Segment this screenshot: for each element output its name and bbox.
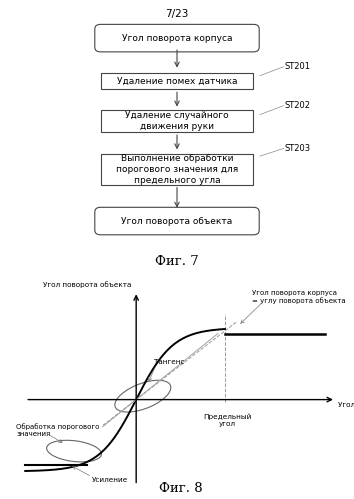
Text: Удаление случайного
движения руки: Удаление случайного движения руки: [125, 111, 229, 131]
Text: ST202: ST202: [285, 101, 311, 110]
Text: Усиление: Усиление: [92, 477, 128, 483]
FancyBboxPatch shape: [95, 24, 259, 52]
Text: Угол поворота корпуса: Угол поворота корпуса: [122, 33, 232, 42]
Text: Фиг. 8: Фиг. 8: [159, 483, 202, 496]
Text: Предельный
угол: Предельный угол: [203, 413, 251, 427]
Text: Угол поворота корпуса
= углу поворота объекта: Угол поворота корпуса = углу поворота об…: [252, 289, 345, 303]
Text: Выполнение обработки
порогового значения для
предельного угла: Выполнение обработки порогового значения…: [116, 154, 238, 185]
Text: ST203: ST203: [285, 144, 311, 153]
FancyBboxPatch shape: [101, 154, 253, 185]
Text: Угол поворота объекта: Угол поворота объекта: [121, 217, 233, 226]
FancyBboxPatch shape: [101, 110, 253, 132]
Text: Угол поворота объекта: Угол поворота объекта: [43, 281, 132, 288]
FancyBboxPatch shape: [101, 72, 253, 89]
FancyBboxPatch shape: [95, 207, 259, 235]
Text: Фиг. 7: Фиг. 7: [155, 255, 199, 268]
Text: 7/23: 7/23: [165, 9, 189, 19]
Text: Тангенс: Тангенс: [154, 359, 184, 365]
Text: ST201: ST201: [285, 62, 311, 71]
Text: Обработка порогового
значения: Обработка порогового значения: [16, 424, 100, 438]
Text: Удаление помех датчика: Удаление помех датчика: [117, 76, 237, 85]
Text: Угол поворота корпуса: Угол поворота корпуса: [338, 402, 354, 408]
